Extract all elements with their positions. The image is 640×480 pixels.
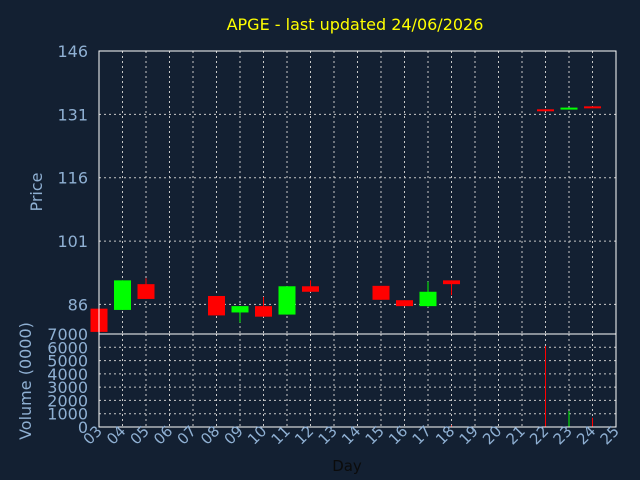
volume-tick-label: 6000 — [47, 338, 88, 357]
candle-body — [255, 306, 272, 317]
price-tick-label: 146 — [57, 42, 88, 61]
volume-plot-frame — [98, 333, 617, 428]
volume-tick-label: 7000 — [47, 325, 88, 344]
volume-axis-label: Volume (0000) — [16, 322, 35, 440]
candle-body — [208, 295, 225, 316]
candle-body — [278, 286, 296, 315]
candle-body — [231, 306, 249, 313]
candle-body — [137, 284, 155, 299]
volume-tick-label: 4000 — [47, 365, 88, 384]
price-tick-label: 86 — [68, 295, 88, 314]
candle-body — [302, 286, 319, 292]
price-tick-label: 131 — [57, 105, 88, 124]
candle-body — [537, 109, 554, 112]
price-axis-label: Price — [27, 172, 46, 211]
volume-bars — [451, 345, 593, 427]
x-axis-ticks: 0304050607080910111213141516171819202122… — [80, 422, 623, 448]
candle-body — [419, 291, 437, 307]
volume-tick-label: 2000 — [47, 391, 88, 410]
candle-body — [443, 280, 460, 285]
candle-body — [372, 285, 390, 300]
candle-body — [584, 106, 601, 109]
price-axis-ticks: 146 131 116 101 86 — [57, 42, 88, 314]
volume-tick-label: 3000 — [47, 378, 88, 397]
x-axis-label: Day — [332, 457, 362, 475]
volume-tick-label: 1000 — [47, 405, 88, 424]
price-tick-label: 101 — [57, 232, 88, 251]
chart-title: APGE - last updated 24/06/2026 — [227, 15, 484, 34]
candles — [90, 106, 601, 332]
price-tick-label: 116 — [57, 169, 88, 188]
candle-body — [396, 300, 413, 307]
volume-tick-label: 0 — [78, 418, 88, 437]
candle-body — [114, 280, 131, 310]
candle-body — [560, 107, 578, 110]
volume-tick-label: 5000 — [47, 352, 88, 371]
